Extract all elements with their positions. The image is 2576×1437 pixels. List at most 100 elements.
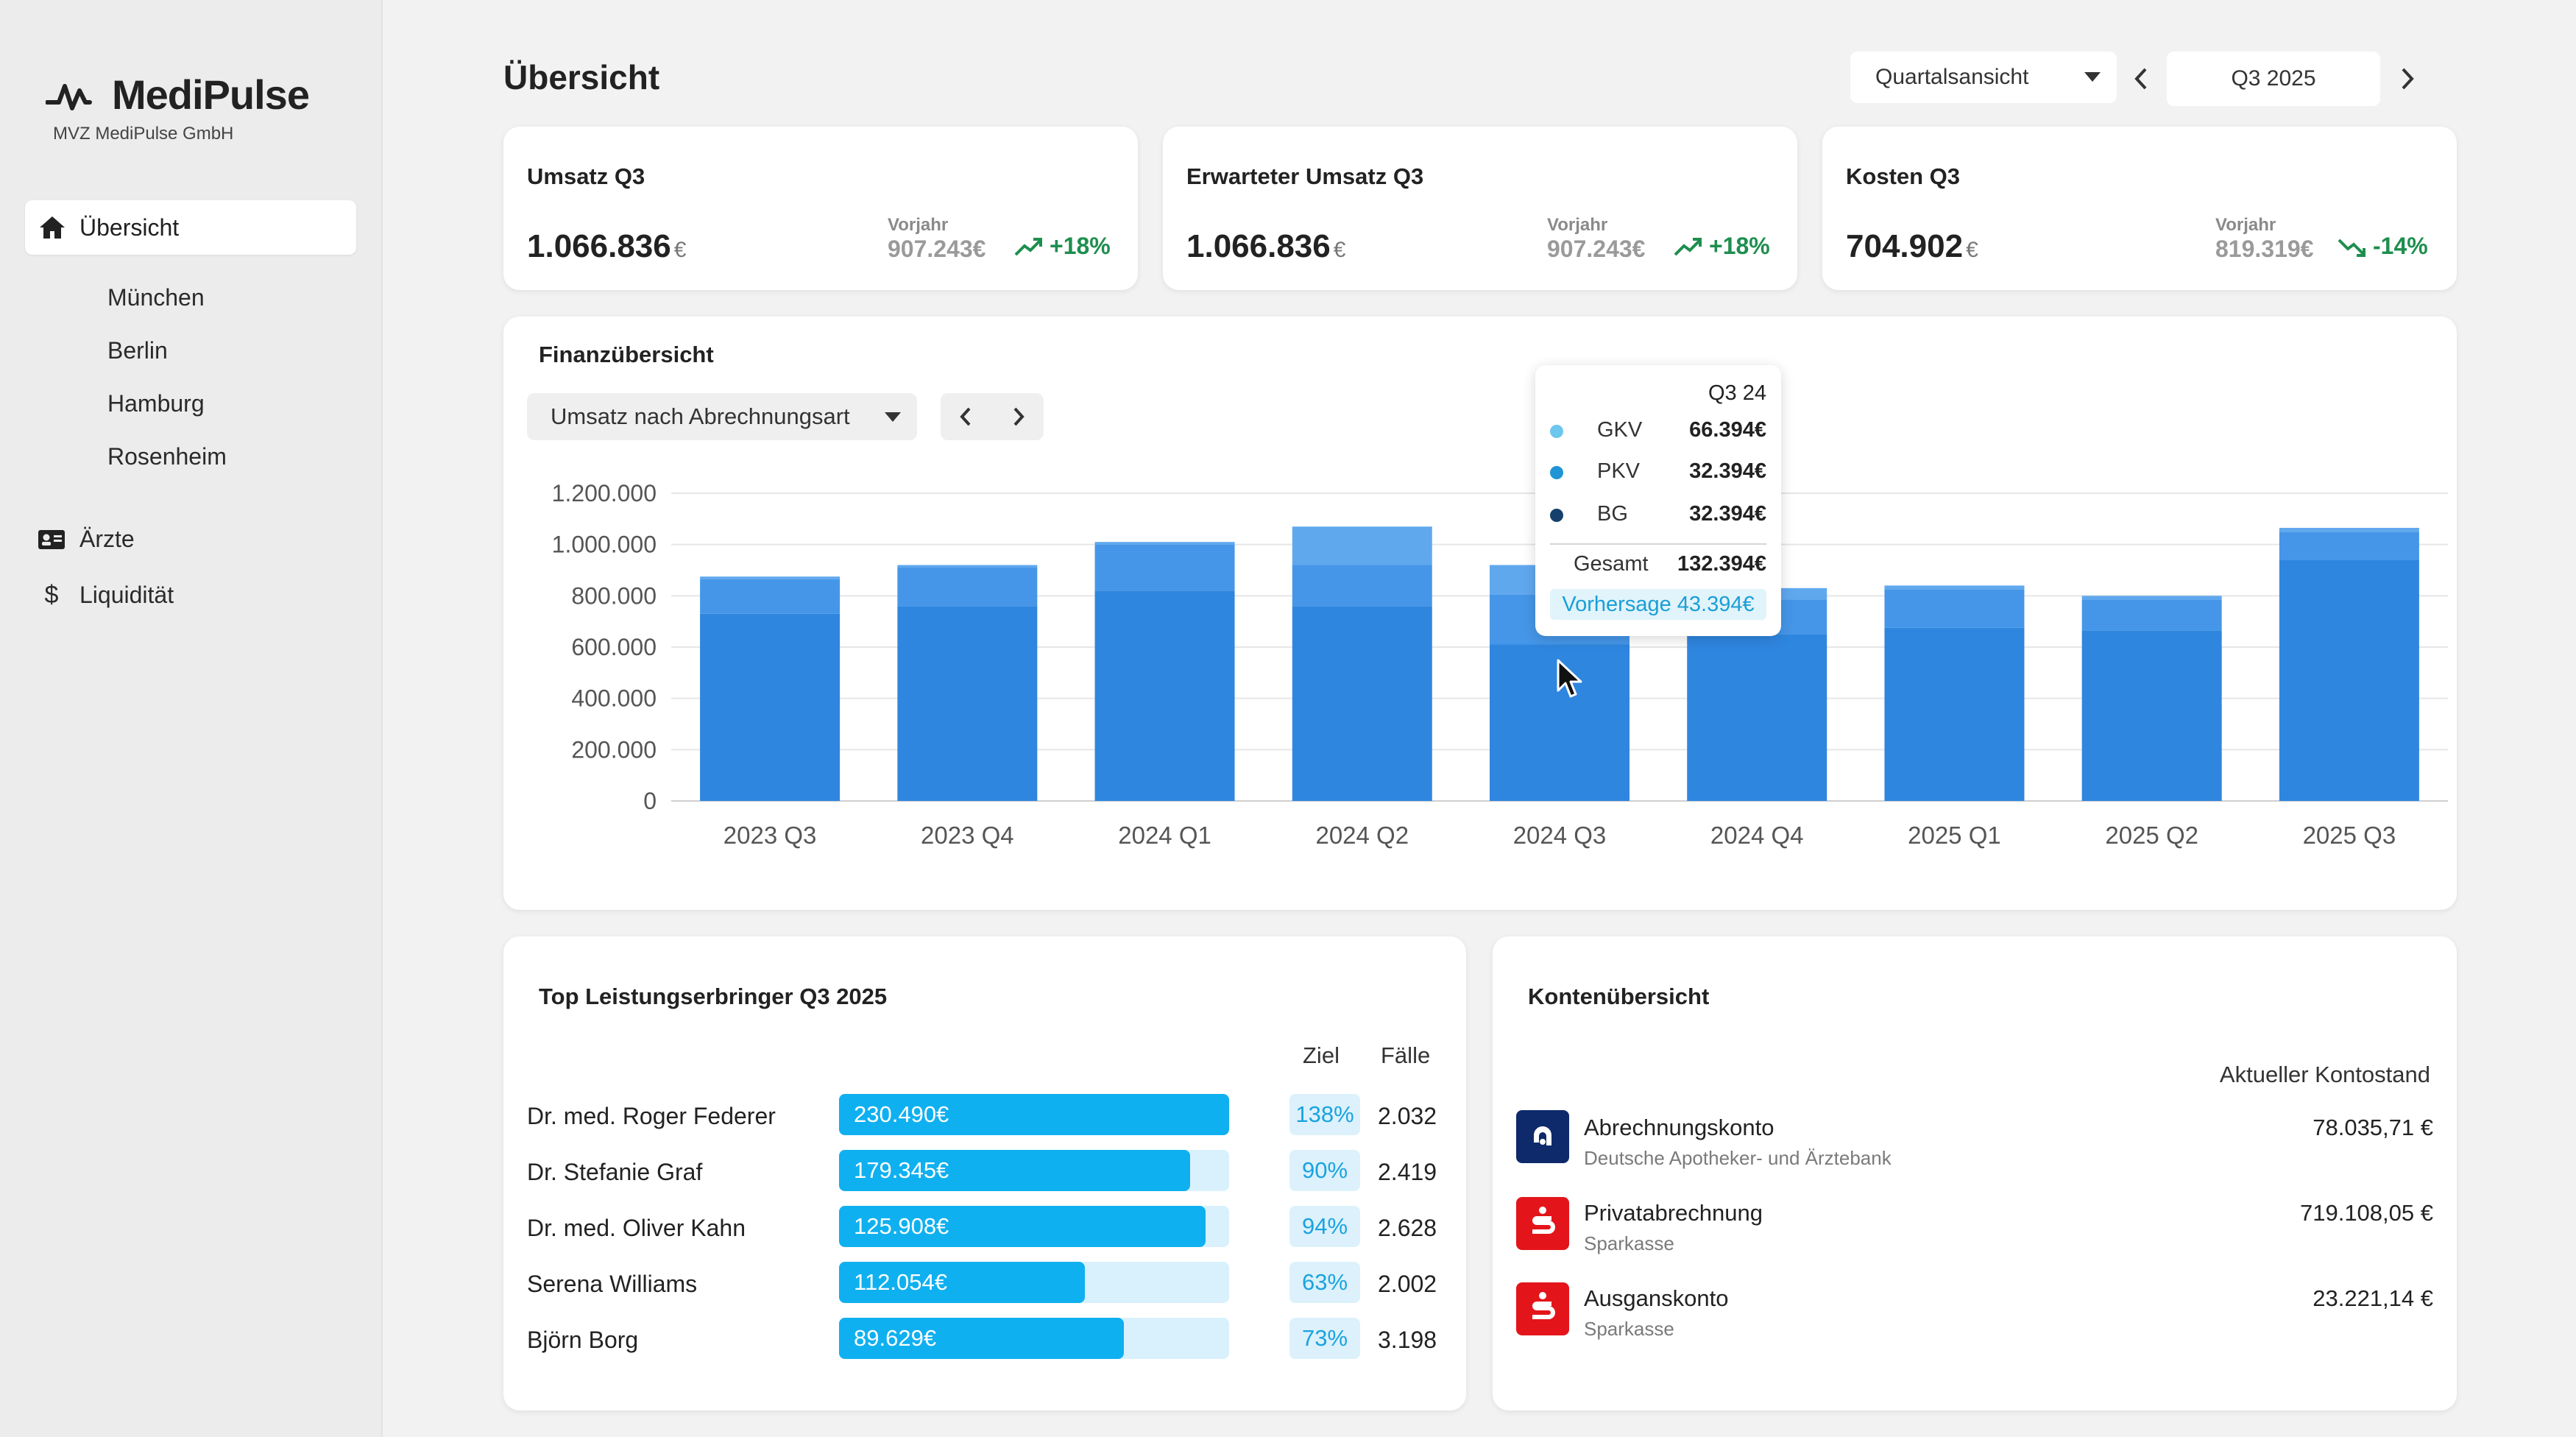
accounts-title: Kontenübersicht (1528, 984, 1710, 1009)
sidebar-location-muenchen[interactable]: München (107, 284, 205, 311)
page-title: Übersicht (503, 58, 660, 96)
kpi-value: 704.902 € (1846, 228, 1978, 264)
kpi-prev-label: Vorjahr (1547, 215, 1608, 235)
bar-segment[interactable] (700, 613, 841, 801)
revenue-bar-chart[interactable]: 0 200.000 400.000 600.000 800.000 1.000.000 1.… (503, 317, 2457, 910)
bar-segment[interactable] (1884, 589, 2025, 628)
tooltip-row-bg: BG 32.394€ (1535, 499, 1781, 529)
tooltip-total-label: Gesamt (1574, 552, 1649, 576)
revenue-bar-track: 112.054€ (839, 1262, 1229, 1303)
sidebar-item-label: Übersicht (79, 213, 180, 241)
account-bank: Sparkasse (1584, 1232, 1674, 1254)
kpi-value: 1.066.836 € (1186, 228, 1346, 264)
account-balance: 78.035,71 € (2313, 1115, 2433, 1140)
bar-segment[interactable] (2279, 532, 2419, 560)
x-tick-label: 2024 Q1 (1118, 822, 1211, 849)
dollar-icon: $ (44, 581, 59, 609)
bar-segment[interactable] (1884, 627, 2025, 801)
top-performers-card: Top Leistungserbringer Q3 2025 Ziel Fäll… (503, 936, 1466, 1410)
bar-segment[interactable] (2279, 528, 2419, 532)
bar-segment[interactable] (897, 568, 1038, 607)
bar-segment[interactable] (1094, 590, 1235, 801)
next-period-button[interactable] (2392, 53, 2421, 105)
bar-segment[interactable] (700, 579, 841, 614)
y-tick-label: 0 (643, 788, 657, 814)
tooltip-value: 66.394€ (1689, 418, 1766, 442)
sidebar-location-berlin[interactable]: Berlin (107, 337, 168, 364)
caret-down-icon (885, 412, 901, 422)
period-display[interactable]: Q3 2025 (2167, 52, 2380, 106)
sidebar-item-aerzte[interactable]: Ärzte (37, 526, 135, 553)
bar-segment[interactable] (1292, 606, 1432, 801)
tooltip-label: GKV (1597, 418, 1643, 442)
kpi-title: Kosten Q3 (1846, 163, 1961, 189)
tooltip-label: PKV (1597, 459, 1641, 483)
kpi-trend: -14% (2338, 233, 2428, 260)
bar-segment[interactable] (897, 565, 1038, 568)
finance-overview-card: Finanzübersicht Umsatz nach Abrechnungsa… (503, 317, 2457, 910)
bar-segment[interactable] (1292, 526, 1432, 565)
id-card-icon (37, 526, 66, 553)
provider-name: Björn Borg (527, 1327, 639, 1353)
home-icon (40, 216, 65, 239)
kpi-prev-label: Vorjahr (2215, 215, 2276, 235)
chart-type-value: Umsatz nach Abrechnungsart (551, 403, 850, 429)
bar-segment[interactable] (1687, 634, 1827, 801)
revenue-bar-track: 230.490€ (839, 1094, 1229, 1135)
bar-segment[interactable] (2081, 630, 2222, 801)
sidebar-item-label: Liquidität (79, 582, 174, 608)
chart-next-button[interactable] (992, 393, 1044, 440)
legend-dot-bg (1550, 509, 1563, 522)
sidebar-item-liquiditaet[interactable]: $ Liquidität (37, 581, 174, 609)
case-count: 3.198 (1378, 1327, 1437, 1353)
y-tick-label: 200.000 (571, 736, 657, 763)
chevron-left-icon (2134, 68, 2147, 90)
case-count: 2.032 (1378, 1103, 1437, 1129)
bar-segment[interactable] (2279, 559, 2419, 801)
x-tick-label: 2025 Q2 (2105, 822, 2198, 849)
kpi-card-revenue: Umsatz Q3 1.066.836 € Vorjahr 907.243€ +1… (503, 127, 1138, 290)
sparkasse-logo-icon (1516, 1282, 1569, 1335)
pulse-logo-icon (46, 83, 92, 110)
revenue-bar: 179.345€ (839, 1150, 1190, 1191)
bar-segment[interactable] (1094, 544, 1235, 591)
chart-nav (941, 393, 1044, 440)
sidebar-item-label: Ärzte (79, 526, 135, 552)
view-mode-select[interactable]: Quartalsansicht (1850, 52, 2117, 103)
x-tick-label: 2024 Q4 (1710, 822, 1804, 849)
bar-segment[interactable] (700, 576, 841, 579)
account-bank: Deutsche Apotheker- und Ärztebank (1584, 1147, 1892, 1169)
y-tick-label: 800.000 (571, 582, 657, 609)
chart-type-select[interactable]: Umsatz nach Abrechnungsart (527, 393, 917, 440)
trend-up-icon (1674, 237, 1702, 255)
bar-segment[interactable] (2081, 599, 2222, 631)
sidebar-location-rosenheim[interactable]: Rosenheim (107, 443, 227, 470)
legend-dot-pkv (1550, 466, 1563, 479)
x-tick-label: 2023 Q3 (723, 822, 817, 849)
revenue-bar: 89.629€ (839, 1318, 1124, 1359)
previous-period-button[interactable] (2127, 53, 2156, 105)
bar-segment[interactable] (897, 606, 1038, 801)
sidebar-location-hamburg[interactable]: Hamburg (107, 390, 205, 417)
case-count: 2.419 (1378, 1159, 1437, 1185)
provider-name: Dr. med. Oliver Kahn (527, 1215, 746, 1241)
x-tick-label: 2025 Q3 (2303, 822, 2396, 849)
tooltip-period: Q3 24 (1708, 381, 1766, 405)
bar-segment[interactable] (1292, 565, 1432, 607)
bar-segment[interactable] (2081, 596, 2222, 600)
account-balance: 23.221,14 € (2313, 1285, 2433, 1311)
sparkasse-logo-icon (1516, 1197, 1569, 1250)
kpi-card-expected-revenue: Erwarteter Umsatz Q3 1.066.836 € Vorjahr … (1163, 127, 1797, 290)
bar-segment[interactable] (1884, 585, 2025, 590)
kpi-value: 1.066.836 € (527, 228, 687, 264)
app-logo[interactable]: MediPulse (46, 71, 310, 119)
chart-prev-button[interactable] (941, 393, 992, 440)
apobank-logo-icon (1516, 1110, 1569, 1163)
tooltip-row-gkv: GKV 66.394€ (1535, 415, 1781, 445)
bar-segment[interactable] (1094, 542, 1235, 545)
accounts-card: Kontenübersicht Aktueller Kontostand Abr… (1493, 936, 2457, 1410)
column-goal: Ziel (1303, 1042, 1340, 1068)
goal-percent: 63% (1289, 1262, 1360, 1303)
sidebar-item-uebersicht[interactable]: Übersicht (25, 200, 356, 255)
goal-percent: 73% (1289, 1318, 1360, 1359)
